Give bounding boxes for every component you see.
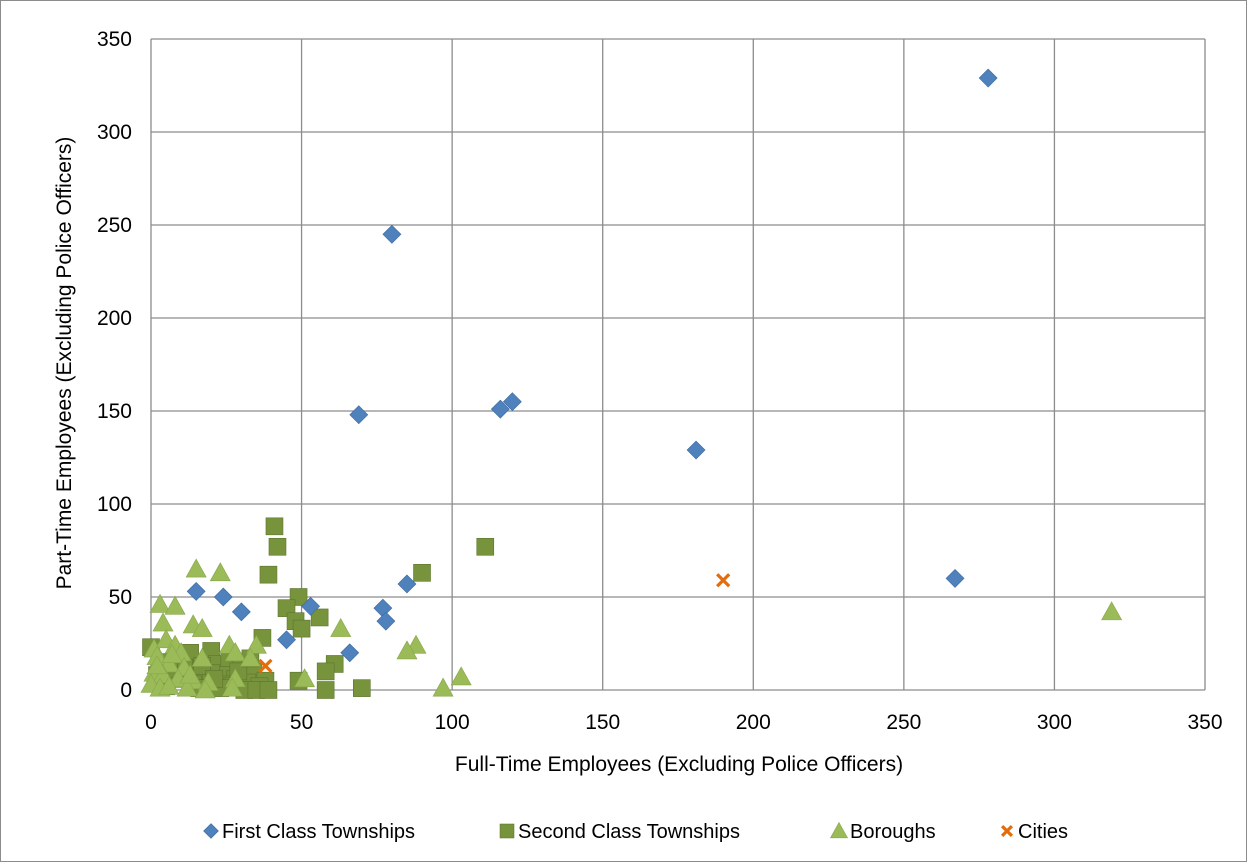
y-tick-label: 0: [120, 679, 132, 702]
triangle-data-point: [191, 647, 213, 667]
legend-label: Cities: [1018, 821, 1068, 843]
diamond-data-point: [686, 440, 706, 460]
data-markers: [140, 68, 1123, 699]
diamond-data-point: [349, 405, 369, 425]
square-data-point: [310, 608, 329, 627]
x-tick-label: 150: [585, 711, 620, 734]
triangle-data-point: [432, 677, 454, 697]
triangle-data-point: [245, 634, 267, 654]
triangle-data-point: [152, 612, 174, 632]
y-tick-label: 100: [97, 493, 132, 516]
square-data-point: [259, 565, 278, 584]
triangle-data-point: [239, 647, 261, 667]
diamond-data-point: [231, 602, 251, 622]
y-tick-label: 200: [97, 307, 132, 330]
triangle-data-point: [179, 664, 201, 684]
diamond-data-point: [376, 611, 396, 631]
square-legend-icon: [499, 823, 515, 839]
gridlines: [150, 38, 1206, 691]
diamond-data-point: [490, 399, 510, 419]
square-data-point: [316, 662, 335, 681]
square-data-point: [352, 679, 371, 697]
triangle-data-point: [191, 618, 213, 637]
series-first-class-townships: [186, 68, 998, 663]
triangle-data-point: [224, 642, 246, 662]
diamond-legend-icon: [203, 823, 219, 839]
diamond-data-point: [373, 598, 393, 618]
triangle-data-point: [1101, 601, 1123, 621]
diamond-data-point: [213, 587, 233, 607]
square-data-point: [316, 681, 335, 699]
tick-labels: 0 50 100 150 200 250 300 350 0 50 100 150 200 250 300 3…: [97, 28, 1223, 734]
y-tick-label: 150: [97, 400, 132, 423]
triangle-data-point: [396, 640, 418, 660]
x-tick-label: 300: [1037, 711, 1072, 734]
series-boroughs: [140, 558, 1123, 699]
x-legend-icon: [1000, 824, 1014, 838]
x-data-point: [716, 573, 731, 588]
square-data-point: [268, 537, 287, 556]
x-data-point: [258, 658, 273, 673]
diamond-data-point: [978, 68, 998, 88]
square-data-point: [265, 517, 284, 536]
triangle-data-point: [164, 595, 186, 615]
diamond-data-point: [186, 581, 206, 601]
triangle-data-point: [450, 666, 472, 686]
legend-item: First Class Townships: [203, 821, 415, 843]
triangle-data-point: [330, 618, 352, 637]
square-data-point: [476, 537, 495, 556]
x-tick-label: 200: [736, 711, 771, 734]
x-tick-label: 0: [145, 711, 157, 734]
y-tick-label: 50: [109, 586, 132, 609]
x-tick-label: 50: [290, 711, 313, 734]
legend-label: Second Class Townships: [518, 821, 740, 843]
y-tick-label: 300: [97, 121, 132, 144]
triangle-data-point: [294, 668, 316, 688]
diamond-data-point: [340, 643, 360, 663]
series-cities: [258, 573, 731, 673]
y-tick-label: 350: [97, 28, 132, 51]
triangle-data-point: [161, 644, 183, 663]
triangle-data-point: [146, 655, 168, 675]
legend-item: Boroughs: [829, 821, 936, 843]
legend-item: Second Class Townships: [499, 821, 740, 843]
x-tick-label: 100: [435, 711, 470, 734]
triangle-data-point: [158, 675, 180, 695]
diamond-data-point: [945, 568, 965, 588]
square-data-point: [292, 619, 311, 638]
y-axis-title: Part-Time Employees (Excluding Police Of…: [53, 137, 76, 590]
diamond-data-point: [301, 596, 321, 616]
triangle-legend-icon: [829, 821, 849, 839]
diamond-data-point: [277, 630, 296, 650]
square-data-point: [413, 564, 431, 582]
diamond-data-point: [502, 392, 522, 412]
diamond-data-point: [397, 574, 417, 594]
triangle-data-point: [221, 677, 243, 697]
legend-label: First Class Townships: [222, 821, 415, 843]
triangle-data-point: [194, 679, 216, 699]
legend-label: Boroughs: [850, 821, 936, 843]
x-tick-label: 350: [1187, 711, 1222, 734]
triangle-data-point: [185, 558, 207, 578]
diamond-data-point: [382, 224, 402, 244]
triangle-data-point: [149, 593, 171, 613]
y-tick-label: 250: [97, 214, 132, 237]
triangle-data-point: [176, 677, 198, 697]
legend: First Class Townships Second Class Townsh…: [203, 821, 1068, 843]
x-axis-title: Full-Time Employees (Excluding Police Of…: [455, 753, 903, 776]
triangle-data-point: [209, 562, 231, 582]
square-data-point: [259, 681, 278, 699]
legend-item: Cities: [1000, 821, 1068, 843]
x-tick-label: 250: [886, 711, 921, 734]
